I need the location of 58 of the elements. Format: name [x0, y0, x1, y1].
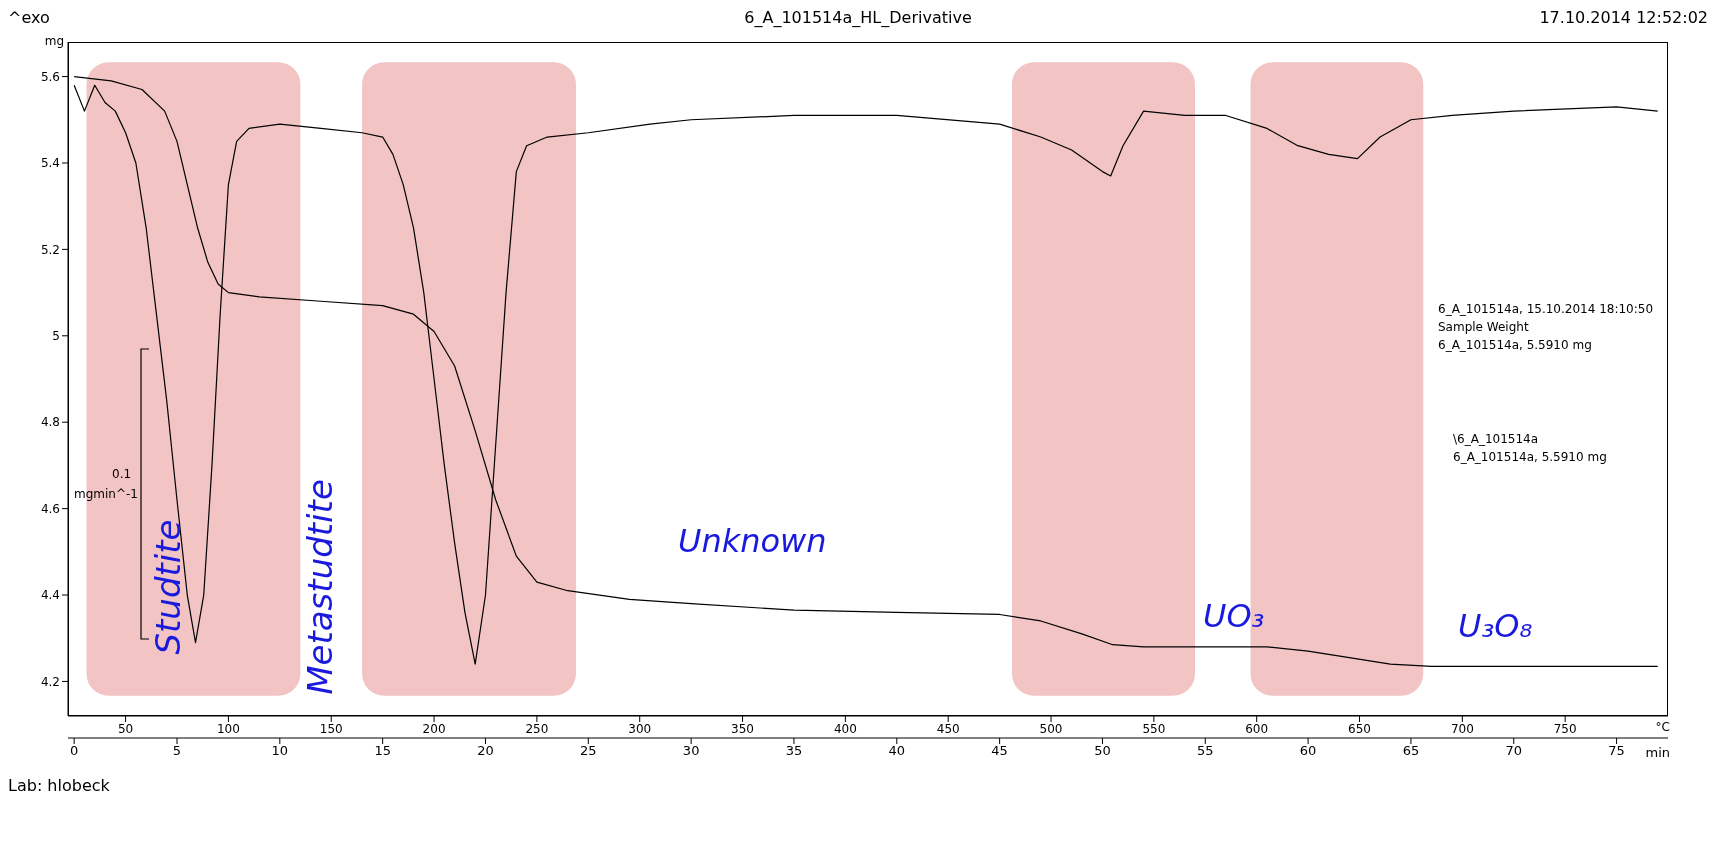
annotation: 6_A_101514a, 5.5910 mg [1453, 450, 1607, 464]
y-tick-label: 4.8 [40, 415, 60, 430]
annotation: UO₃ [1203, 597, 1265, 635]
x2-tick-label: 750 [1553, 721, 1577, 736]
annotation: mgmin^-1 [74, 487, 138, 501]
x2-tick-label: 100 [216, 721, 240, 736]
x2-tick-label: 200 [422, 721, 446, 736]
x-tick-label: 70 [1505, 743, 1523, 759]
x2-tick-label: 600 [1245, 721, 1269, 736]
annotation: \6_A_101514a [1453, 432, 1539, 446]
x2-tick-label: 450 [936, 721, 960, 736]
x2-axis-title: °C [1655, 720, 1670, 735]
annotation: 6_A_101514a, 15.10.2014 18:10:50 [1438, 302, 1654, 316]
x-tick-label: 55 [1197, 743, 1214, 759]
y-tick-label: 4.2 [40, 674, 60, 689]
x-tick-label: 75 [1608, 743, 1625, 759]
annotation: 6_A_101514a, 5.5910 mg [1438, 338, 1592, 352]
annotation: Unknown [678, 522, 827, 560]
x-tick-label: 20 [477, 743, 494, 759]
annotation: U₃O₈ [1458, 607, 1533, 645]
annotation: Sample Weight [1438, 320, 1529, 334]
x-tick-label: 10 [271, 743, 289, 759]
x2-tick-label: 50 [117, 721, 134, 736]
x-tick-label: 60 [1299, 743, 1317, 759]
y-tick-label: 4.6 [40, 501, 60, 516]
annotation: Metastudtite [300, 479, 340, 695]
y-axis-title: mg [44, 33, 64, 48]
x-axis-title: min [1645, 744, 1670, 760]
x-tick-label: 25 [580, 743, 597, 759]
x-tick-label: 50 [1094, 743, 1111, 759]
y-tick-label: 5 [52, 329, 60, 344]
x2-tick-label: 550 [1142, 721, 1166, 736]
x-tick-label: 45 [991, 743, 1008, 759]
x2-tick-label: 350 [731, 721, 754, 736]
x2-tick-label: 700 [1450, 721, 1474, 736]
x-tick-label: 5 [172, 743, 182, 759]
annotation: 0.1 [112, 467, 132, 481]
text: Lab: hlobeck [8, 776, 111, 795]
chart-title: 6_A_101514a_HL_Derivative [744, 8, 972, 27]
x2-tick-label: 250 [525, 721, 549, 736]
y-tick-label: 5.4 [40, 156, 60, 171]
annotation: Studtite [148, 519, 188, 655]
x-tick-label: 30 [682, 743, 700, 759]
x-tick-label: 15 [374, 743, 391, 759]
x-tick-label: 35 [785, 743, 803, 759]
y-tick-label: 4.4 [40, 588, 60, 603]
x-tick-label: 65 [1402, 743, 1420, 759]
x2-tick-label: 500 [1039, 721, 1063, 736]
x-tick-label: 40 [888, 743, 906, 759]
text: 17.10.2014 12:52:02 [1539, 8, 1708, 27]
text: ^exo [8, 8, 50, 27]
y-tick-label: 5.6 [40, 69, 60, 84]
x2-tick-label: 150 [319, 721, 343, 736]
y-tick-label: 5.2 [40, 242, 60, 257]
x-tick-label: 0 [70, 743, 79, 759]
x2-tick-label: 400 [833, 721, 857, 736]
x2-tick-label: 650 [1348, 721, 1371, 736]
x2-tick-label: 300 [628, 721, 652, 736]
